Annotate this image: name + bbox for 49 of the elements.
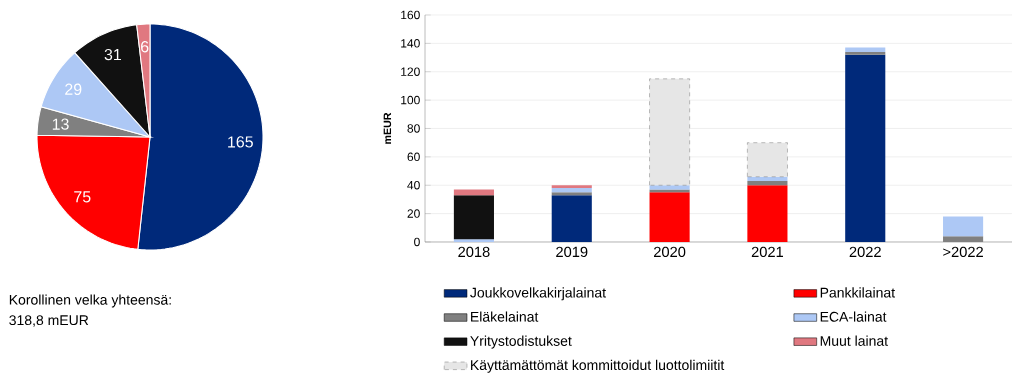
bar (551, 192, 592, 196)
data-label: 13 (52, 118, 69, 130)
x-tick-label: 2020 (654, 246, 686, 258)
y-tick-label: 20 (407, 209, 420, 218)
legend-label: Joukkovelkakirjalainat (470, 287, 606, 301)
legend-label: Yritystodistukset (470, 335, 572, 349)
x-tick-label: 2022 (849, 246, 881, 258)
bar (747, 180, 788, 186)
bar (747, 142, 788, 177)
legend-label: Pankkilainat (820, 287, 895, 298)
bar (551, 188, 592, 193)
bar (845, 51, 886, 55)
x-tick-label: 2018 (458, 246, 490, 258)
data-label: 6 (141, 41, 149, 53)
bar (747, 176, 788, 181)
y-tick-label: 40 (407, 180, 420, 190)
bar (943, 216, 984, 237)
legend-label: Muut lainat (820, 335, 888, 346)
y-tick-label: 100 (401, 95, 420, 105)
bar (551, 185, 592, 189)
y-tick-label: 140 (401, 39, 420, 48)
x-tick-label: 2021 (751, 246, 784, 258)
text: Korollinen velka yhteensä: (9, 294, 171, 308)
data-label: 75 (74, 191, 91, 203)
y-tick-label: 120 (401, 67, 420, 76)
text: 318,8 mEUR (9, 315, 89, 327)
bar (649, 78, 690, 186)
x-tick-label: >2022 (943, 246, 983, 258)
bar (453, 195, 494, 240)
bar (453, 239, 494, 242)
y-tick-label: 80 (407, 124, 420, 133)
bar (845, 54, 886, 242)
bar (551, 195, 592, 242)
legend-label: Käyttämättömät kommittoidut luottolimiitit (471, 359, 725, 373)
bar (649, 192, 690, 242)
data-label: 31 (104, 48, 121, 61)
bar (747, 185, 788, 242)
legend-label: ECA-lainat (820, 311, 887, 322)
y-tick-label: 0 (414, 237, 420, 247)
y-axis-title: mEUR (383, 112, 392, 144)
legend-label: Eläkelainat (471, 311, 539, 322)
data-label: 165 (228, 136, 253, 148)
y-tick-label: 60 (407, 152, 420, 162)
bar (649, 189, 690, 193)
bar (845, 47, 886, 52)
bar (453, 189, 494, 196)
data-label: 29 (65, 83, 82, 95)
y-tick-label: 160 (401, 10, 420, 20)
x-tick-label: 2019 (556, 246, 588, 258)
